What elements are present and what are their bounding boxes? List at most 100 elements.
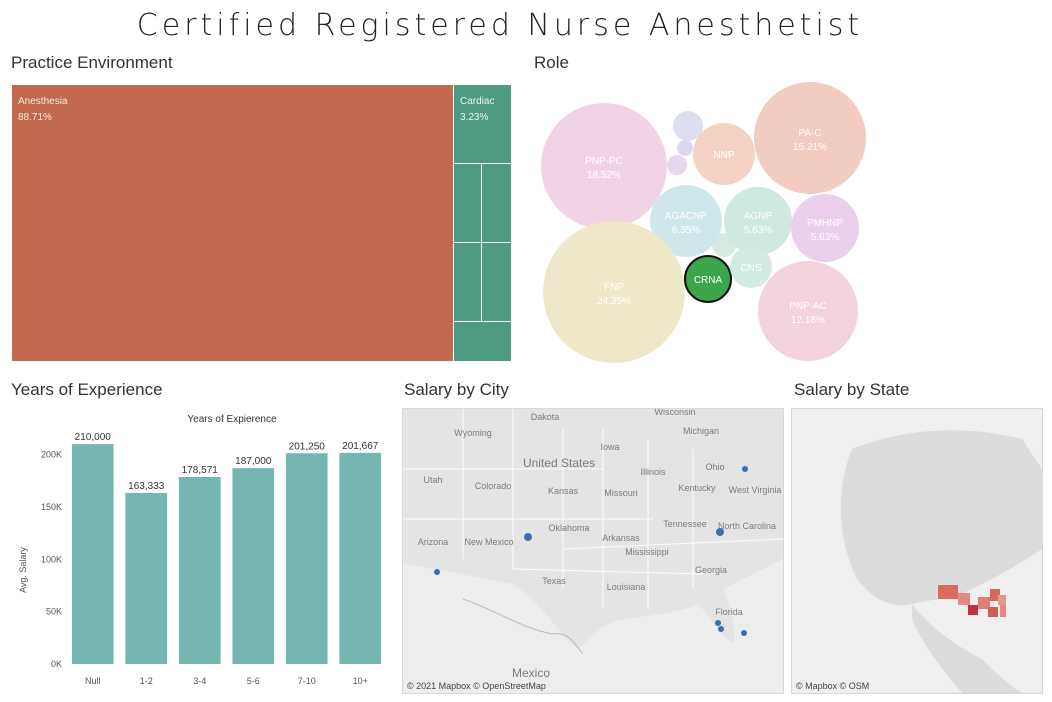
map-label: North Carolina — [718, 521, 776, 531]
bubble-label: CNS — [740, 263, 761, 274]
map-label: Utah — [423, 475, 442, 485]
map-label: Mexico — [512, 666, 550, 680]
map-label: Arizona — [418, 537, 449, 547]
bar-svg: Years of Expierence Avg. Salary 0K 50K 100… — [18, 414, 382, 686]
bubble-pct: 24.35% — [597, 296, 631, 307]
treemap-cell[interactable] — [482, 164, 511, 242]
state-shape[interactable] — [1000, 605, 1006, 617]
map-label: Dakota — [531, 412, 560, 422]
bubble-agacnp[interactable] — [650, 185, 722, 257]
city-marker[interactable] — [716, 528, 724, 536]
state-shape[interactable] — [988, 607, 998, 617]
bar-chart-title: Years of Expierence — [187, 414, 277, 425]
bubble-agnp[interactable] — [724, 187, 792, 255]
map-label: Florida — [715, 607, 743, 617]
state-shape[interactable] — [968, 605, 978, 615]
role-bubble-chart: PNP-PC 18.52% PA-C 15.21% NNP AGACNP 6.35% AGNP… — [534, 80, 874, 370]
bubble-label: AGNP — [744, 211, 773, 222]
map-label: Ohio — [705, 462, 724, 472]
map-label: Iowa — [600, 442, 619, 452]
bar[interactable] — [285, 453, 328, 664]
city-marker[interactable] — [718, 626, 724, 632]
x-tick-label: 5-6 — [247, 676, 260, 686]
treemap-pct-cardiac: 3.23% — [460, 112, 488, 123]
bar-value-label: 210,000 — [75, 432, 112, 443]
bar-value-label: 201,250 — [289, 441, 326, 452]
treemap-cell[interactable] — [482, 243, 511, 321]
city-marker[interactable] — [524, 533, 532, 541]
bubble-nnp[interactable] — [693, 123, 755, 185]
map-label: Missouri — [604, 488, 638, 498]
city-marker[interactable] — [741, 630, 747, 636]
state-shape[interactable] — [998, 595, 1006, 605]
treemap-cell[interactable] — [454, 243, 481, 321]
bubble-label: PNP-PC — [585, 156, 623, 167]
bubble-crna[interactable] — [684, 255, 732, 303]
treemap-cell[interactable] — [454, 322, 511, 361]
y-tick-label: 100K — [41, 554, 62, 564]
x-tick-label: 7-10 — [298, 676, 316, 686]
map-label: Wyoming — [454, 428, 491, 438]
y-tick-label: 50K — [46, 607, 62, 617]
treemap-pct-anesthesia: 88.71% — [18, 112, 52, 123]
map-label: Mississippi — [625, 547, 669, 557]
bubble-label: CRNA — [694, 275, 723, 286]
city-marker[interactable] — [742, 466, 748, 472]
state-shape[interactable] — [990, 589, 1000, 601]
bar-value-label: 201,667 — [342, 441, 379, 452]
bubble-pct: 18.52% — [587, 170, 621, 181]
bubble-fnp[interactable] — [543, 221, 685, 363]
salary-by-state-title: Salary by State — [794, 380, 910, 399]
state-shapes — [938, 585, 1006, 617]
bar[interactable] — [232, 468, 275, 664]
bubble-svg: PNP-PC 18.52% PA-C 15.21% NNP AGACNP 6.35% AGNP… — [541, 82, 866, 363]
city-map-svg: Dakota Wisconsin Michigan Wyoming Iowa United… — [403, 409, 783, 693]
treemap-cell[interactable] — [454, 164, 481, 242]
bubble-minor[interactable] — [667, 155, 687, 175]
treemap-label-cardiac: Cardiac — [460, 96, 494, 107]
state-map-svg — [792, 409, 1042, 693]
map-label: Texas — [542, 576, 566, 586]
bubble-label: FNP — [604, 282, 624, 293]
bubble-pct: 6.35% — [672, 225, 700, 236]
bubble-pmhnp[interactable] — [791, 194, 859, 262]
treemap-cell-cardiac[interactable] — [454, 85, 511, 163]
bubble-pnp-pc[interactable] — [541, 103, 667, 229]
bubble-pnp-ac[interactable] — [758, 261, 858, 361]
state-shape[interactable] — [958, 593, 970, 605]
y-tick-label: 150K — [41, 502, 62, 512]
bar-value-label: 163,333 — [128, 481, 165, 492]
map-label: Colorado — [475, 481, 512, 491]
bar-value-label: 178,571 — [182, 465, 219, 476]
map-label: Michigan — [683, 426, 719, 436]
x-tick-label: 3-4 — [193, 676, 206, 686]
practice-environment-title: Practice Environment — [11, 53, 173, 72]
city-marker[interactable] — [715, 620, 721, 626]
bar[interactable] — [125, 492, 168, 664]
city-marker[interactable] — [434, 569, 440, 575]
state-map[interactable]: © Mapbox © OSM — [791, 408, 1043, 694]
city-map[interactable]: Dakota Wisconsin Michigan Wyoming Iowa United… — [402, 408, 784, 694]
state-shape[interactable] — [938, 585, 958, 599]
state-shape[interactable] — [978, 597, 990, 609]
bar[interactable] — [71, 444, 114, 664]
bubble-minor[interactable] — [673, 111, 703, 141]
bubble-minor[interactable] — [677, 140, 693, 156]
map-label: Wisconsin — [654, 409, 695, 417]
bubble-label: AGACNP — [665, 211, 708, 222]
bar[interactable] — [178, 477, 221, 664]
x-tick-label: 1-2 — [140, 676, 153, 686]
bar[interactable] — [339, 452, 382, 664]
bubble-pct: 5.63% — [811, 232, 839, 243]
map-label: Oklahoma — [548, 523, 589, 533]
dashboard-title: Certified Registered Nurse Anesthetist — [136, 8, 864, 43]
bubble-pa-c[interactable] — [754, 82, 866, 194]
bubble-cns[interactable] — [730, 246, 772, 288]
role-title: Role — [534, 53, 569, 72]
treemap-label-anesthesia: Anesthesia — [18, 96, 68, 107]
map-label: New Mexico — [464, 537, 513, 547]
treemap-cell-anesthesia[interactable] — [12, 85, 453, 361]
salary-by-city-title: Salary by City — [404, 380, 509, 399]
map-label: West Virginia — [729, 485, 782, 495]
state-map-attribution: © Mapbox © OSM — [796, 681, 870, 691]
